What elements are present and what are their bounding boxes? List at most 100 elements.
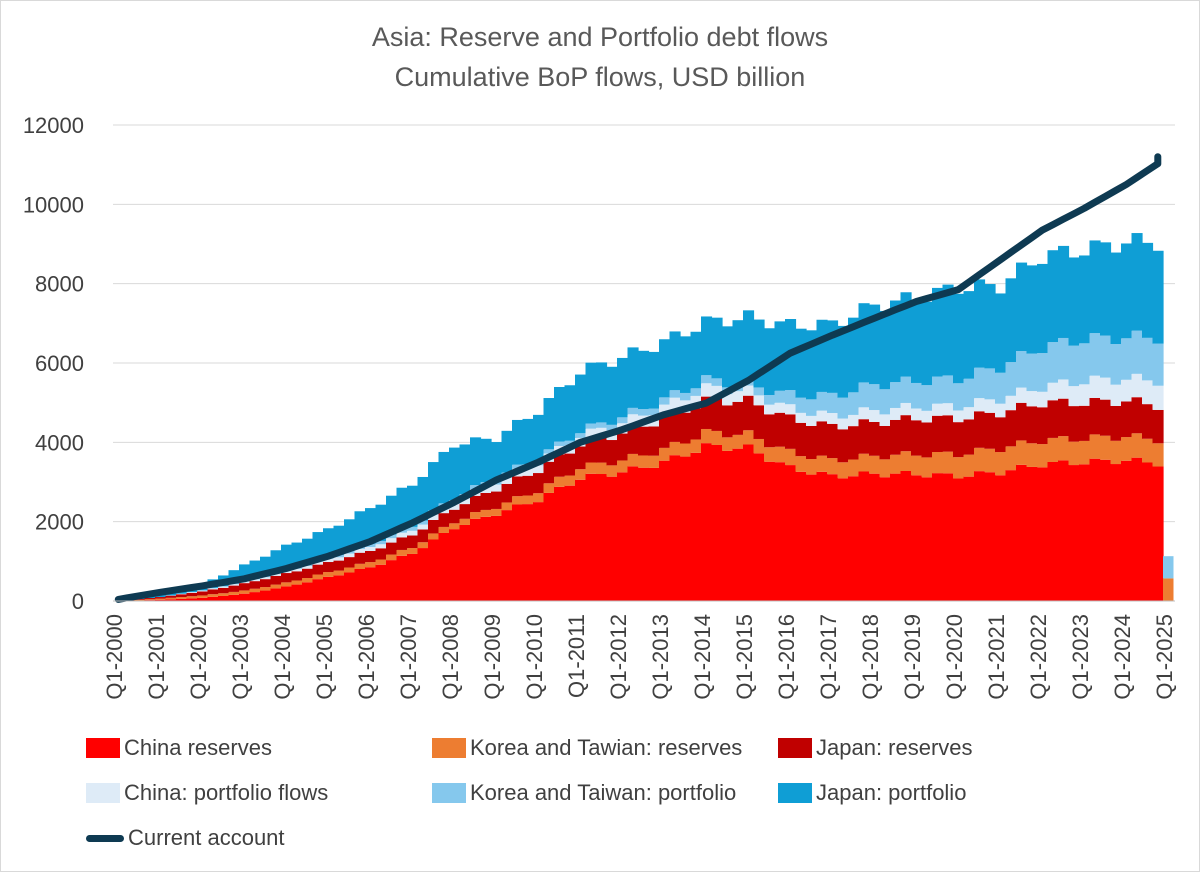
bar-segment [617,460,629,473]
bar-segment [1016,464,1028,601]
bar-segment [1131,397,1143,434]
bar-segment [428,519,440,534]
bar-segment [911,475,923,601]
bar-segment [386,495,398,535]
bar-segment [774,462,786,601]
bar-segment [827,458,839,475]
bar-segment [1089,458,1101,601]
x-tick-label: Q1-2024 [1110,614,1135,700]
bar-segment [323,562,335,573]
bar-segment [575,446,587,470]
bar-segment [774,402,786,413]
bar-segment [1026,391,1038,407]
bar-segment [522,495,534,505]
bar-segment [795,471,807,601]
bar-segment [533,465,545,474]
bar-segment [396,487,408,529]
bar-segment [806,474,818,601]
x-tick-label: Q1-2001 [144,614,169,700]
bar-segment [890,454,902,474]
legend-swatch [432,738,466,758]
bar-segment [638,455,650,468]
bar-segment [1089,375,1101,398]
bar-segment [260,577,272,580]
y-tick-label: 2000 [35,510,84,535]
bar-segment [533,473,545,494]
bar-segment [1152,443,1164,467]
bar-segment [953,410,965,423]
legend-item-korea-taiwan-reserves: Korea and Tawian: reserves [432,728,742,768]
bar-segment [197,597,209,601]
bar-segment [449,509,461,524]
chart-subtitle: Cumulative BoP flows, USD billion [395,62,806,92]
bar-segment [921,477,933,601]
bar-segment [312,574,324,580]
bar-segment [554,386,566,442]
bar-segment [501,502,513,511]
bar-segment [1079,384,1091,406]
bar-segment [417,542,429,549]
bar-segment [176,597,188,599]
bar-segment [806,415,818,426]
bar-segment [890,382,902,408]
bar-segment [879,459,891,478]
bar-segment [533,414,545,462]
bar-segment [659,447,671,461]
bar-segment [375,544,387,549]
bar-segment [1047,437,1059,462]
bar-segment [879,477,891,601]
bar-segment [333,575,345,601]
bar-segment [858,471,870,601]
bar-segment [386,554,398,561]
bar-segment [1037,263,1049,354]
bar-segment [134,599,146,600]
bar-segment [365,562,377,568]
bar-segment [1005,410,1017,447]
bar-segment [932,473,944,601]
bar-segment [1047,382,1059,401]
legend-label: China reserves [124,735,272,760]
bar-segment [396,537,408,550]
legend-swatch [432,783,466,803]
bar-segment [501,430,513,473]
bar-segment [1026,406,1038,444]
bar-segment [753,395,765,406]
bar-segment [407,553,419,601]
bar-segment [837,397,849,419]
bar-segment [260,579,272,588]
bar-segment [890,300,902,383]
bar-segment [827,412,839,424]
bar-segment [512,504,524,601]
bar-segment [186,598,198,601]
bar-segment [239,583,251,591]
bar-segment [1142,242,1154,338]
bar-segment [753,405,765,439]
bar-segment [995,372,1007,404]
bar-segment [1152,385,1164,410]
bar-segment [606,476,618,601]
bar-segment [302,565,314,569]
bar-segment [606,424,618,431]
bar-segment [701,375,713,384]
bar-segment [795,456,807,472]
bar-segment [396,555,408,601]
bar-segment [1100,399,1112,436]
bar-segment [806,425,818,460]
bar-segment [480,438,492,483]
bar-segment [900,376,912,403]
bar-segment [984,399,996,413]
x-tick-label: Q1-2022 [1026,614,1051,700]
bar-segment [816,391,828,411]
bar-segment [323,558,335,563]
bar-segment [1100,335,1112,378]
bar-segment [155,598,167,600]
legend-swatch [86,783,120,803]
bar-segment [963,378,975,408]
bar-segment [1005,470,1017,601]
bar-segment [1026,353,1038,392]
bar-segment [1100,377,1112,400]
bar-segment [995,417,1007,453]
bar-segment [627,414,639,426]
bar-segment [837,325,849,398]
bar-segment [1121,460,1133,601]
